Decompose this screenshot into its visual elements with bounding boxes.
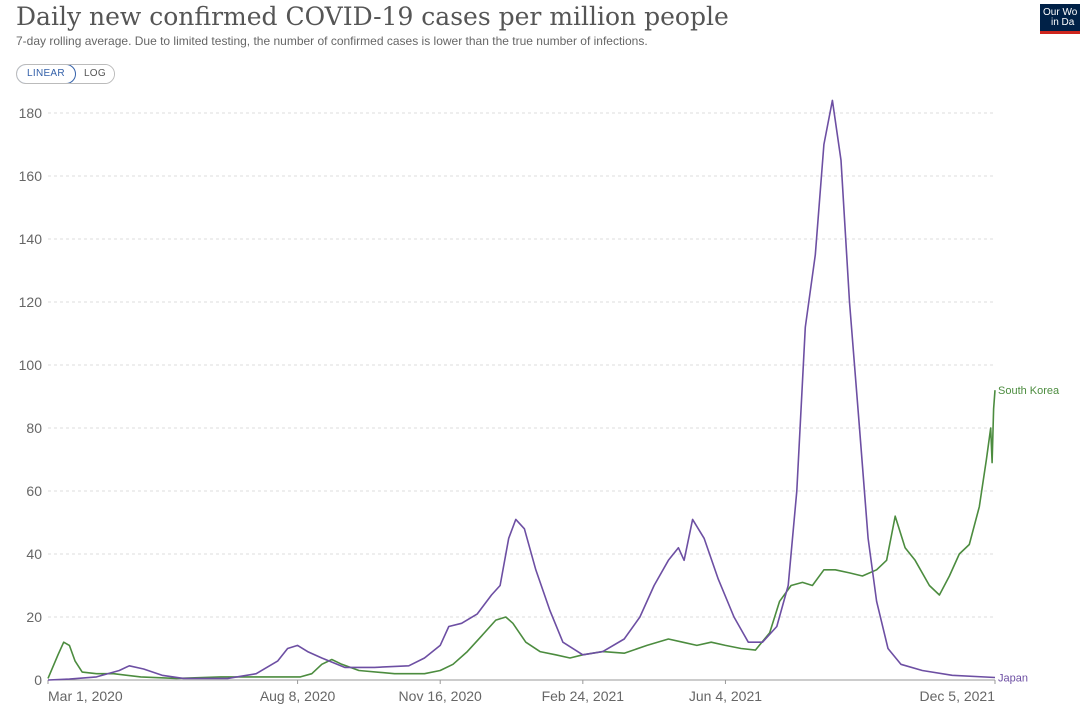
series-label-south-korea[interactable]: South Korea xyxy=(998,385,1060,397)
y-tick-label: 100 xyxy=(19,357,43,373)
y-tick-label: 40 xyxy=(26,546,42,562)
series-labels: South Korea Japan xyxy=(998,385,1060,684)
y-tick-label: 140 xyxy=(19,231,43,247)
logo-accent-bar xyxy=(1040,31,1080,34)
y-axis: 0 20 40 60 80 100 120 140 160 180 xyxy=(19,105,43,688)
y-tick-label: 160 xyxy=(19,168,43,184)
x-axis: Mar 1, 2020 Aug 8, 2020 Nov 16, 2020 Feb 24… xyxy=(47,680,996,704)
y-tick-label: 20 xyxy=(26,609,42,625)
grid-lines xyxy=(48,112,995,681)
y-tick-label: 80 xyxy=(26,420,42,436)
x-tick-label: Nov 16, 2020 xyxy=(399,688,482,704)
series-line-south-korea[interactable] xyxy=(47,390,996,680)
y-tick-label: 120 xyxy=(19,294,43,310)
chart-title: Daily new confirmed COVID-19 cases per m… xyxy=(16,2,729,31)
linear-scale-button[interactable]: LINEAR xyxy=(16,65,76,83)
owid-logo[interactable]: Our Wo in Da xyxy=(1040,4,1080,34)
x-tick-label: Mar 1, 2020 xyxy=(48,688,123,704)
series-lines xyxy=(47,99,996,681)
y-tick-label: 180 xyxy=(19,105,43,121)
x-tick-label: Aug 8, 2020 xyxy=(260,688,336,704)
log-scale-button[interactable]: LOG xyxy=(75,65,114,83)
x-tick-label: Feb 24, 2021 xyxy=(542,688,625,704)
series-line-japan[interactable] xyxy=(47,99,996,681)
scale-toggle: LINEAR LOG xyxy=(16,64,115,84)
x-tick-label: Dec 5, 2021 xyxy=(920,688,996,704)
logo-text-line-2: in Da xyxy=(1051,17,1075,28)
y-tick-label: 0 xyxy=(34,672,42,688)
series-label-japan[interactable]: Japan xyxy=(998,672,1028,684)
logo-text-line-1: Our Wo xyxy=(1043,7,1078,18)
y-tick-label: 60 xyxy=(26,483,42,499)
chart-subtitle: 7-day rolling average. Due to limited te… xyxy=(16,34,648,48)
x-tick-label: Jun 4, 2021 xyxy=(689,688,762,704)
